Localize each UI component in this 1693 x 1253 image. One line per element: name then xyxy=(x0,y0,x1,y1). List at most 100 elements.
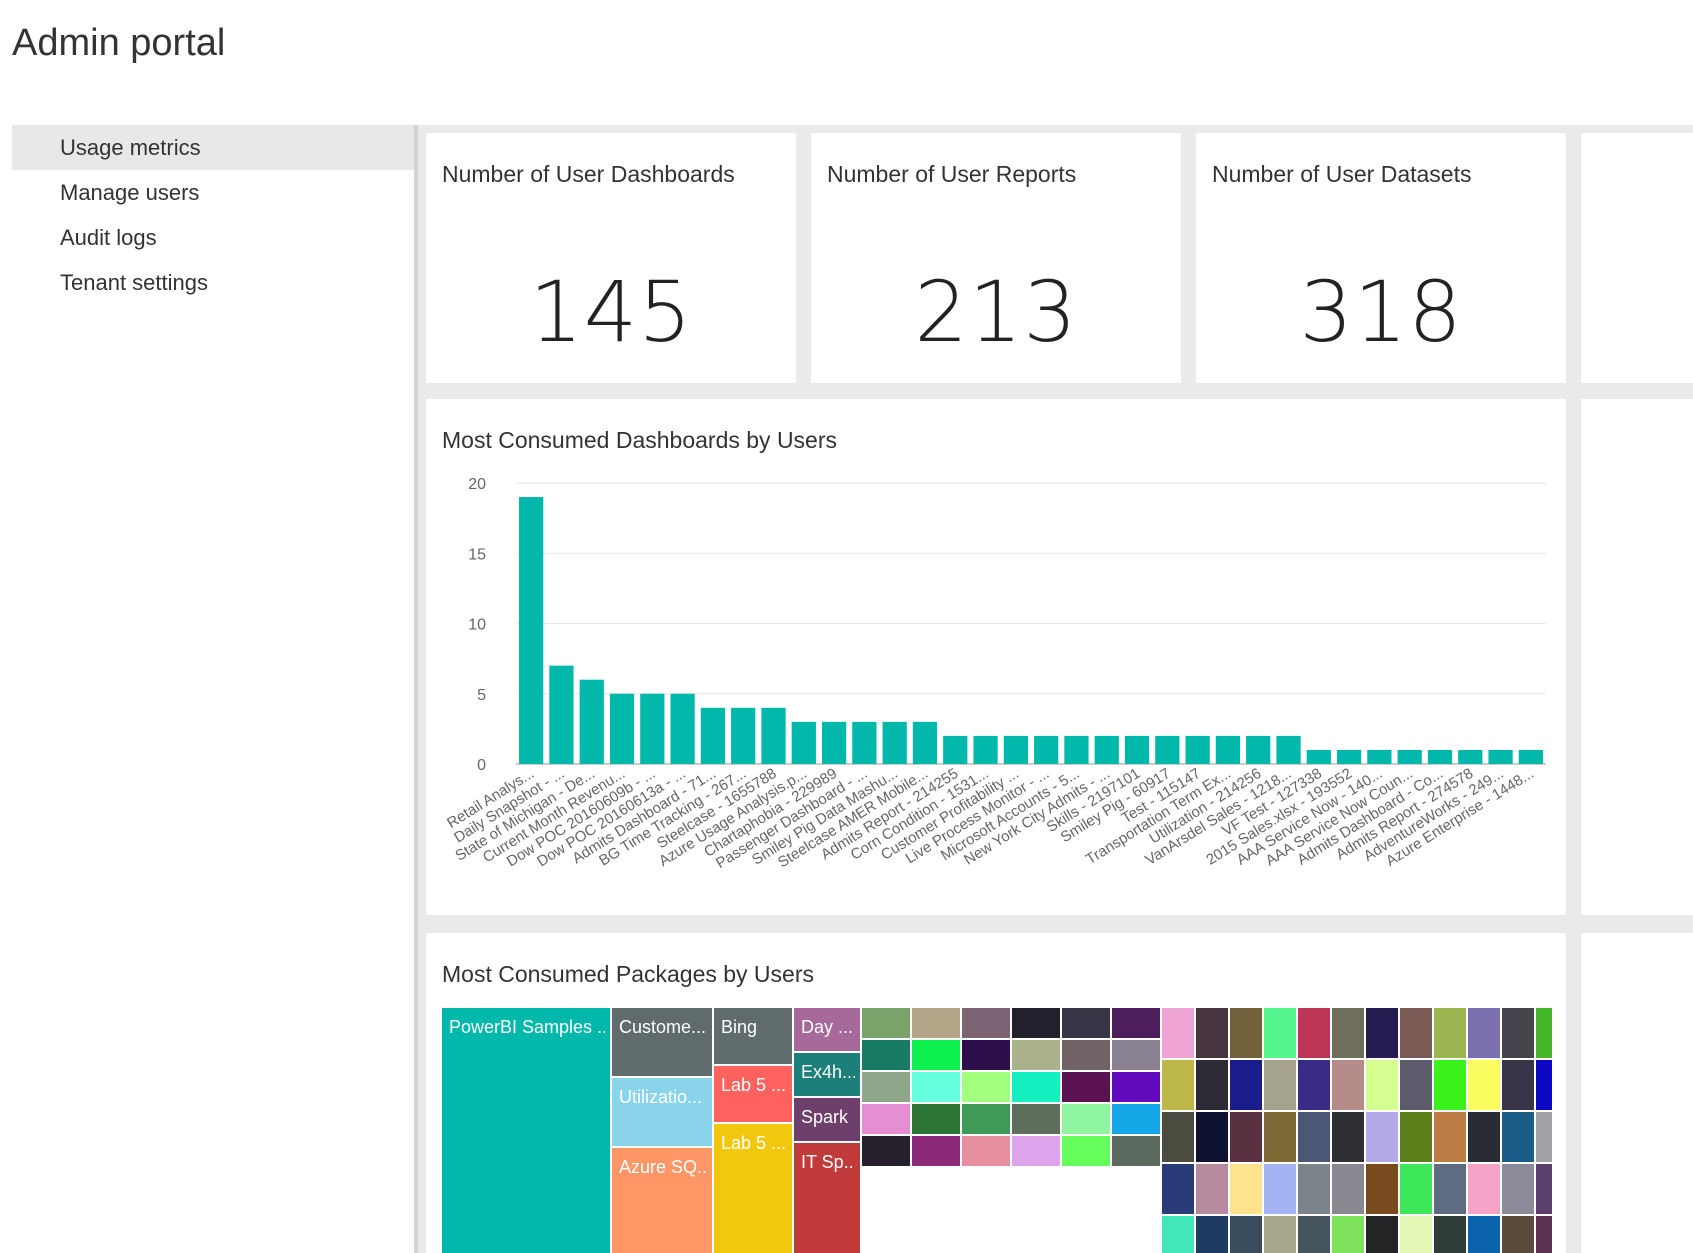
bar[interactable] xyxy=(1094,735,1119,764)
treemap-cell-small[interactable] xyxy=(1112,1008,1160,1038)
treemap-cell-small[interactable] xyxy=(1264,1060,1296,1110)
treemap-cell-small[interactable] xyxy=(1062,1072,1110,1102)
treemap-cell-small[interactable] xyxy=(1012,1040,1060,1070)
bar[interactable] xyxy=(791,721,816,764)
treemap-cell-small[interactable] xyxy=(1112,1040,1160,1070)
sidebar-item-audit-logs[interactable]: Audit logs xyxy=(60,225,157,250)
treemap-cell-small[interactable] xyxy=(912,1104,960,1134)
treemap-tile-cutoff[interactable] xyxy=(1581,933,1693,1253)
bar[interactable] xyxy=(640,693,665,764)
bar[interactable] xyxy=(821,721,847,764)
treemap-cell-small[interactable] xyxy=(1536,1216,1552,1253)
treemap-cell-small[interactable] xyxy=(1400,1112,1432,1162)
bar[interactable] xyxy=(1336,749,1362,764)
treemap-cell-small[interactable] xyxy=(1162,1008,1194,1058)
treemap-cell-small[interactable] xyxy=(1062,1104,1110,1134)
bar[interactable] xyxy=(519,497,544,764)
bar[interactable] xyxy=(882,721,907,764)
sidebar-item-manage-users[interactable]: Manage users xyxy=(60,180,200,205)
treemap-cell-small[interactable] xyxy=(1196,1164,1228,1214)
bar[interactable] xyxy=(1246,735,1271,764)
bar[interactable] xyxy=(1518,749,1543,764)
treemap-cell-small[interactable] xyxy=(962,1072,1010,1102)
treemap-cell-small[interactable] xyxy=(1112,1104,1160,1134)
bar[interactable] xyxy=(1064,735,1089,764)
treemap-cell[interactable]: Lab 5 ... xyxy=(714,1124,792,1253)
treemap-cell-small[interactable] xyxy=(1230,1060,1262,1110)
bar-chart-tile[interactable]: Most Consumed Dashboards by Users 0 5 10 15… xyxy=(426,399,1566,915)
treemap-cell-small[interactable] xyxy=(1332,1164,1364,1214)
chart-tile-cutoff[interactable] xyxy=(1581,399,1693,915)
treemap-cell-small[interactable] xyxy=(1434,1112,1466,1162)
treemap-cell-small[interactable] xyxy=(1502,1008,1534,1058)
treemap-cell-small[interactable] xyxy=(862,1104,910,1134)
kpi-tile-reports[interactable]: Number of User Reports 213 xyxy=(811,133,1181,383)
treemap-cell-small[interactable] xyxy=(1536,1164,1552,1214)
treemap-cell-small[interactable] xyxy=(1162,1060,1194,1110)
treemap-cell-small[interactable] xyxy=(1502,1216,1534,1253)
treemap-cell-small[interactable] xyxy=(1468,1112,1500,1162)
treemap-cell-small[interactable] xyxy=(1112,1136,1160,1166)
treemap-cell-small[interactable] xyxy=(1162,1164,1194,1214)
treemap-cell-small[interactable] xyxy=(862,1040,910,1070)
kpi-tile-cutoff[interactable] xyxy=(1581,133,1693,383)
treemap-cell-small[interactable] xyxy=(1112,1072,1160,1102)
treemap-cell-small[interactable] xyxy=(1230,1008,1262,1058)
treemap-cell-small[interactable] xyxy=(1196,1112,1228,1162)
treemap-cell-small[interactable] xyxy=(1400,1216,1432,1253)
treemap-cell-small[interactable] xyxy=(862,1136,910,1166)
treemap-cell-small[interactable] xyxy=(1264,1008,1296,1058)
treemap-cell-small[interactable] xyxy=(962,1104,1010,1134)
bar[interactable] xyxy=(1306,749,1331,764)
bar[interactable] xyxy=(1276,735,1301,764)
treemap-cell-small[interactable] xyxy=(1468,1008,1500,1058)
treemap-cell-small[interactable] xyxy=(1366,1060,1398,1110)
treemap-cell-small[interactable] xyxy=(962,1136,1010,1166)
treemap-cell-small[interactable] xyxy=(1162,1112,1194,1162)
bar[interactable] xyxy=(1185,735,1210,764)
treemap-cell-small[interactable] xyxy=(1502,1164,1534,1214)
treemap-cell-small[interactable] xyxy=(1196,1060,1228,1110)
treemap-cell-small[interactable] xyxy=(1366,1008,1398,1058)
treemap-cell-small[interactable] xyxy=(1468,1060,1500,1110)
bar[interactable] xyxy=(579,679,604,764)
treemap-cell-small[interactable] xyxy=(1468,1216,1500,1253)
treemap-cell-small[interactable] xyxy=(1230,1112,1262,1162)
bar[interactable] xyxy=(943,735,968,764)
treemap-cell-small[interactable] xyxy=(1434,1164,1466,1214)
bar[interactable] xyxy=(1427,749,1453,764)
bar[interactable] xyxy=(761,707,786,764)
treemap-cell-small[interactable] xyxy=(862,1008,910,1038)
bar[interactable] xyxy=(1215,735,1241,764)
treemap-cell[interactable]: IT Sp... xyxy=(794,1143,860,1253)
treemap-cell-small[interactable] xyxy=(1298,1112,1330,1162)
treemap-cell-small[interactable] xyxy=(1434,1008,1466,1058)
treemap-tile[interactable]: Most Consumed Packages by Users PowerBI … xyxy=(426,933,1566,1253)
treemap-cell-small[interactable] xyxy=(1366,1164,1398,1214)
treemap-cell-small[interactable] xyxy=(1502,1060,1534,1110)
bar[interactable] xyxy=(912,721,938,764)
treemap-cell-small[interactable] xyxy=(1012,1104,1060,1134)
bar[interactable] xyxy=(852,721,877,764)
treemap-cell[interactable]: Utilizatio... xyxy=(612,1078,712,1146)
bar[interactable] xyxy=(1003,735,1028,764)
treemap-cell-small[interactable] xyxy=(1332,1216,1364,1253)
treemap-cell-small[interactable] xyxy=(1298,1060,1330,1110)
treemap-cell[interactable]: Ex4h... xyxy=(794,1053,860,1096)
treemap-cell-small[interactable] xyxy=(1332,1008,1364,1058)
treemap-cell-small[interactable] xyxy=(912,1072,960,1102)
treemap-cell[interactable]: Spark xyxy=(794,1098,860,1141)
bar[interactable] xyxy=(1367,749,1392,764)
treemap-cell-small[interactable] xyxy=(1332,1112,1364,1162)
treemap-cell-small[interactable] xyxy=(1162,1216,1194,1253)
treemap-cell-small[interactable] xyxy=(1196,1216,1228,1253)
treemap-cell[interactable]: Lab 5 ... xyxy=(714,1066,792,1122)
treemap-cell-small[interactable] xyxy=(1264,1164,1296,1214)
treemap-cell[interactable]: Custome... xyxy=(612,1008,712,1076)
treemap-cell[interactable]: PowerBI Samples ... xyxy=(442,1008,610,1253)
bar[interactable] xyxy=(1488,749,1513,764)
treemap-cell-small[interactable] xyxy=(1230,1164,1262,1214)
treemap-cell-small[interactable] xyxy=(1012,1008,1060,1038)
bar[interactable] xyxy=(731,707,756,764)
treemap-cell[interactable]: Azure SQ... xyxy=(612,1148,712,1253)
